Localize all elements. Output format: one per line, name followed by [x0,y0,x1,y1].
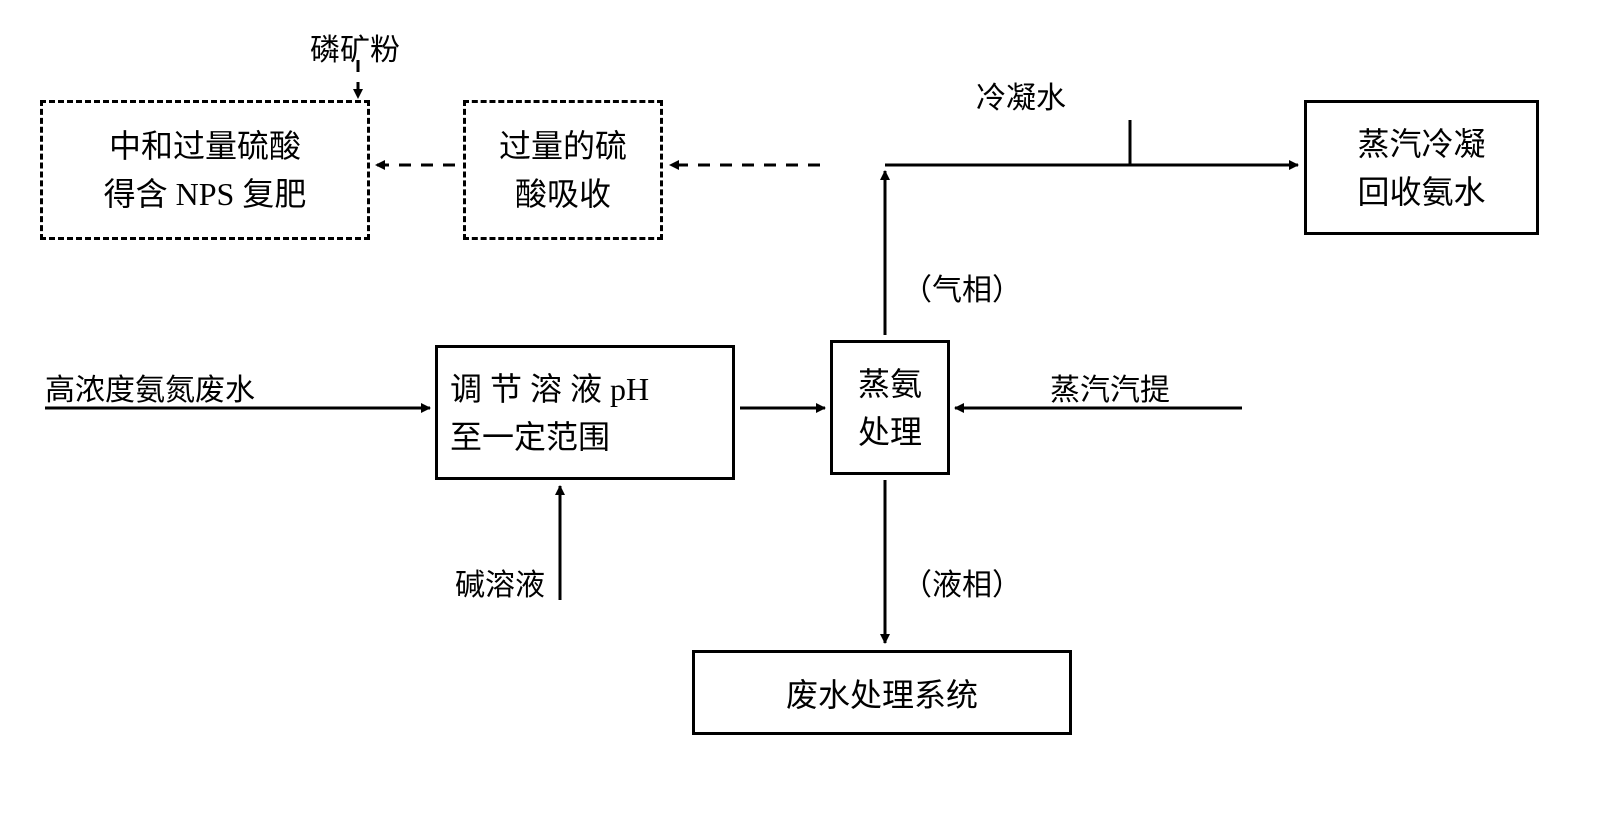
steam-strip-label: 蒸汽汽提 [1050,365,1170,409]
ph-line1: 调 节 溶 液 pH [450,365,720,413]
phosphate-label: 磷矿粉 [310,25,400,69]
cond-line2: 回收氨水 [1357,168,1485,216]
ww-line1: 废水处理系统 [786,677,978,713]
wastewater-text: 废水处理系统 [786,670,978,716]
nps-box: 中和过量硫酸 得含 NPS 复肥 [40,100,370,240]
sa-line1: 蒸氨 [858,360,922,408]
gas-phase-label: （气相） [902,265,1022,309]
liquid-phase-label: （液相） [902,560,1022,604]
nps-box-text: 中和过量硫酸 得含 NPS 复肥 [104,122,307,218]
acid-absorb-text: 过量的硫 酸吸收 [499,122,627,218]
wastewater-in-label: 高浓度氨氮废水 [45,365,255,409]
ph-line2: 至一定范围 [450,413,720,461]
adjust-ph-box: 调 节 溶 液 pH 至一定范围 [435,345,735,480]
acid-line1: 过量的硫 [499,122,627,170]
sa-line2: 处理 [858,408,922,456]
steam-ammonia-text: 蒸氨 处理 [858,360,922,456]
nps-line1: 中和过量硫酸 [104,122,307,170]
acid-absorb-box: 过量的硫 酸吸收 [463,100,663,240]
condense-box: 蒸汽冷凝 回收氨水 [1304,100,1539,235]
wastewater-box: 废水处理系统 [692,650,1072,735]
condense-text: 蒸汽冷凝 回收氨水 [1357,120,1485,216]
acid-line2: 酸吸收 [499,170,627,218]
cond-line1: 蒸汽冷凝 [1357,120,1485,168]
alkali-label: 碱溶液 [455,560,545,604]
adjust-ph-text: 调 节 溶 液 pH 至一定范围 [450,365,720,461]
steam-ammonia-box: 蒸氨 处理 [830,340,950,475]
nps-line2: 得含 NPS 复肥 [104,170,307,218]
condensate-water-label: 冷凝水 [976,73,1066,117]
